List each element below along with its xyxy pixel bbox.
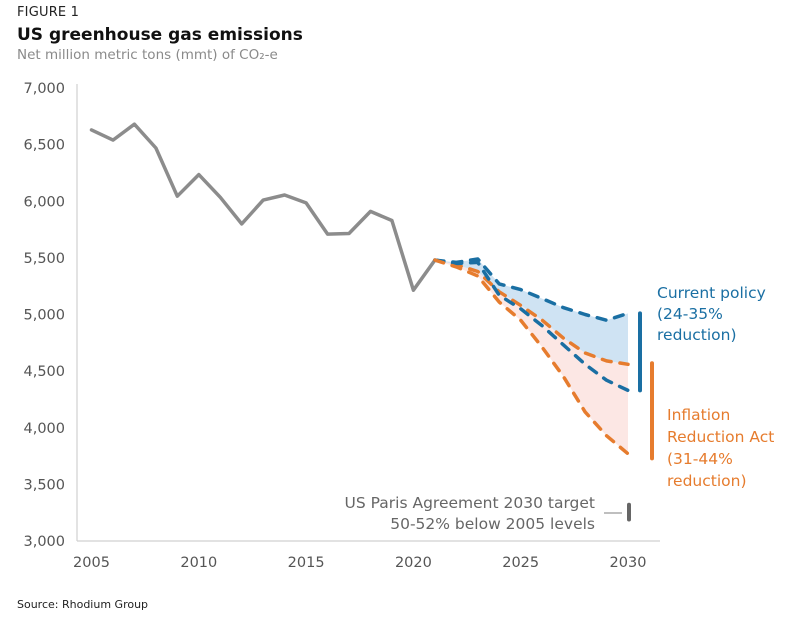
y-tick-label: 5,000 — [23, 308, 65, 324]
annotations: Current policy (24-35% reduction) Inflation… — [345, 284, 775, 533]
current-policy-label: (24-35% — [657, 305, 723, 323]
y-tick-label: 6,500 — [23, 138, 65, 154]
series-lines — [89, 122, 630, 456]
x-tick-label: 2020 — [395, 555, 432, 571]
x-tick-label: 2030 — [610, 555, 647, 571]
chart-subtitle: Net million metric tons (mmt) of CO₂-e — [17, 47, 278, 63]
ira-band — [434, 260, 628, 454]
y-tick-label: 4,500 — [23, 364, 65, 380]
historical-line — [89, 122, 437, 292]
y-tick-label: 7,000 — [23, 81, 65, 97]
chart-title: US greenhouse gas emissions — [17, 25, 303, 45]
x-tick-label: 2025 — [502, 555, 539, 571]
y-tick-label: 4,000 — [23, 421, 65, 437]
y-tick-label: 5,500 — [23, 251, 65, 267]
current-policy-high-line — [433, 257, 630, 322]
y-tick-label: 3,000 — [23, 534, 65, 550]
axes: 3,000 3,500 4,000 4,500 5,000 5,500 6,000 6,500… — [23, 81, 660, 571]
y-tick-label: 6,000 — [23, 194, 65, 210]
y-tick-label: 3,500 — [23, 477, 65, 493]
x-tick-label: 2010 — [180, 555, 217, 571]
current-policy-low-line — [433, 258, 630, 393]
x-tick-label: 2015 — [288, 555, 325, 571]
ira-label: reduction) — [667, 472, 747, 490]
ira-low-line — [433, 258, 630, 456]
x-tick-label: 2005 — [73, 555, 110, 571]
figure-label: FIGURE 1 — [17, 5, 80, 20]
ira-label: Reduction Act — [667, 428, 774, 446]
paris-target-label: US Paris Agreement 2030 target — [345, 494, 595, 512]
current-policy-label: reduction) — [657, 326, 737, 344]
ira-label: (31-44% — [667, 450, 733, 468]
projection-fills — [434, 259, 628, 454]
ira-high-line — [433, 258, 630, 367]
ira-label: Inflation — [667, 406, 730, 424]
source-note: Source: Rhodium Group — [17, 598, 149, 611]
paris-target-label: 50-52% below 2005 levels — [390, 515, 595, 533]
current-policy-label: Current policy — [657, 284, 766, 302]
